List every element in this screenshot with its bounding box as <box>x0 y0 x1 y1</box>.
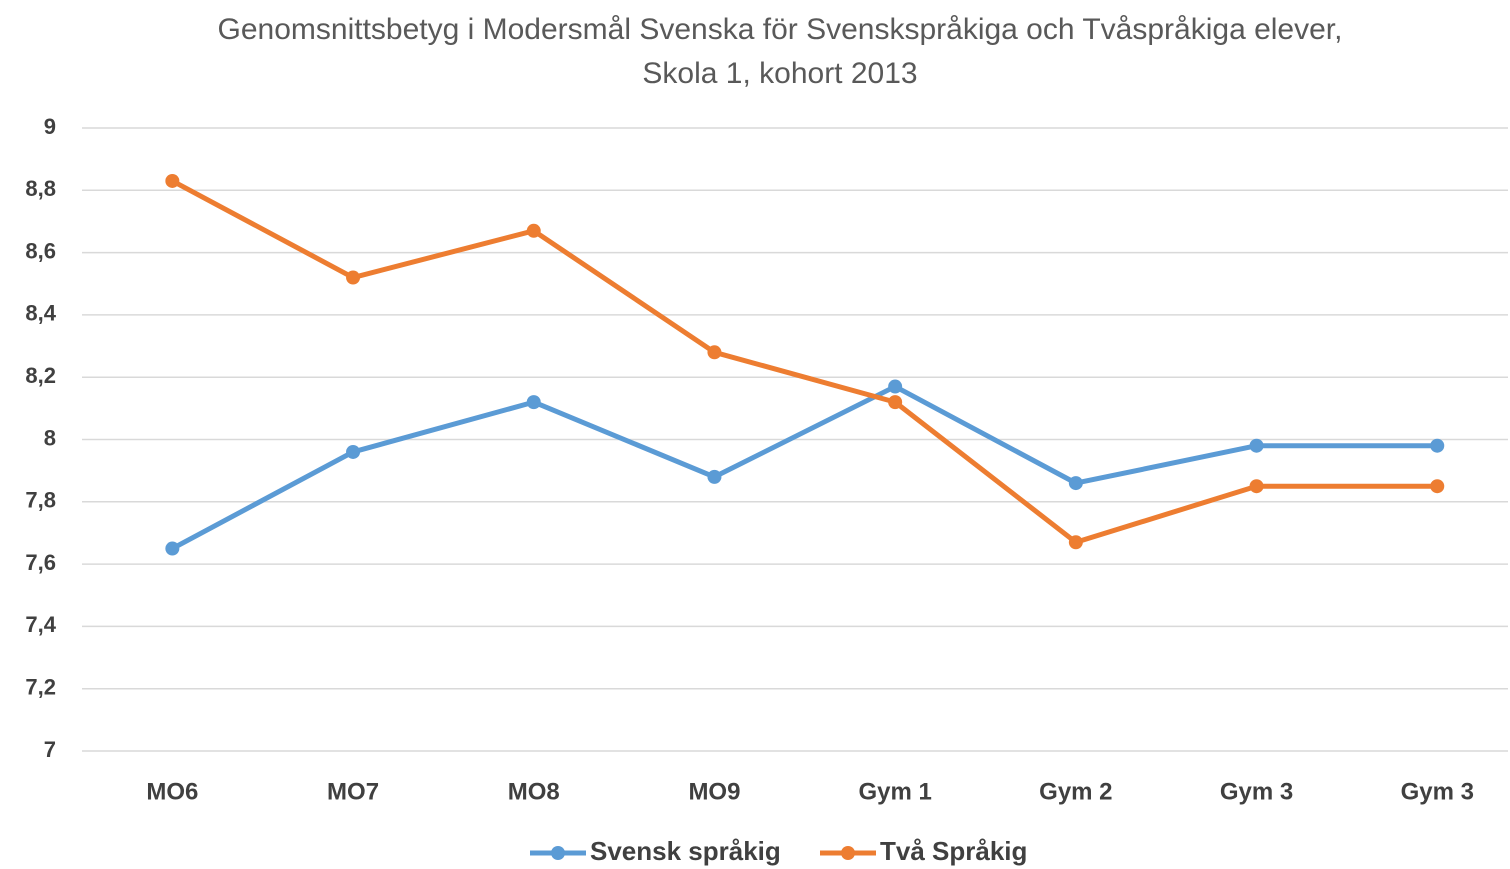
x-tick-label: Gym 1 <box>858 778 931 805</box>
x-tick-label: MO8 <box>508 778 560 805</box>
point <box>526 223 541 238</box>
x-tick-label: MO7 <box>327 778 379 805</box>
point <box>707 469 722 484</box>
series-line <box>171 178 1438 545</box>
x-tick-label: MO9 <box>688 778 740 805</box>
y-tick-label: 8,6 <box>25 238 56 263</box>
series-line <box>171 384 1438 551</box>
point <box>1249 438 1264 453</box>
point <box>1430 479 1445 494</box>
chart-title: Genomsnittsbetyg i Modersmål Svenska för… <box>217 13 1343 90</box>
point <box>526 395 541 410</box>
point <box>346 270 361 285</box>
x-tick-label: Gym 3 <box>1220 778 1293 805</box>
point <box>1068 476 1083 491</box>
legend-marker <box>841 846 855 860</box>
point <box>888 379 903 394</box>
y-tick-label: 7,8 <box>25 488 56 513</box>
point <box>346 444 361 459</box>
x-tick-label: Gym 3 <box>1401 778 1474 805</box>
legend-label: Svensk språkig <box>590 836 781 866</box>
y-tick-label: 7 <box>44 737 56 762</box>
x-tick-label: MO6 <box>146 778 198 805</box>
y-tick-label: 7,2 <box>25 675 56 700</box>
y-tick-label: 8,2 <box>25 363 56 388</box>
point <box>888 395 903 410</box>
y-tick-label: 8 <box>44 425 56 450</box>
point <box>1430 438 1445 453</box>
point <box>165 173 180 188</box>
y-tick-label: 7,6 <box>25 550 56 575</box>
point <box>1068 535 1083 550</box>
x-tick-label: Gym 2 <box>1039 778 1112 805</box>
y-tick-label: 9 <box>44 114 56 139</box>
y-tick-label: 8,8 <box>25 176 56 201</box>
point <box>1249 479 1264 494</box>
legend-label: Två Språkig <box>880 836 1027 866</box>
point <box>707 345 722 360</box>
legend-marker <box>551 846 565 860</box>
y-tick-label: 8,4 <box>25 301 56 326</box>
point <box>165 541 180 556</box>
y-tick-label: 7,4 <box>25 612 56 637</box>
